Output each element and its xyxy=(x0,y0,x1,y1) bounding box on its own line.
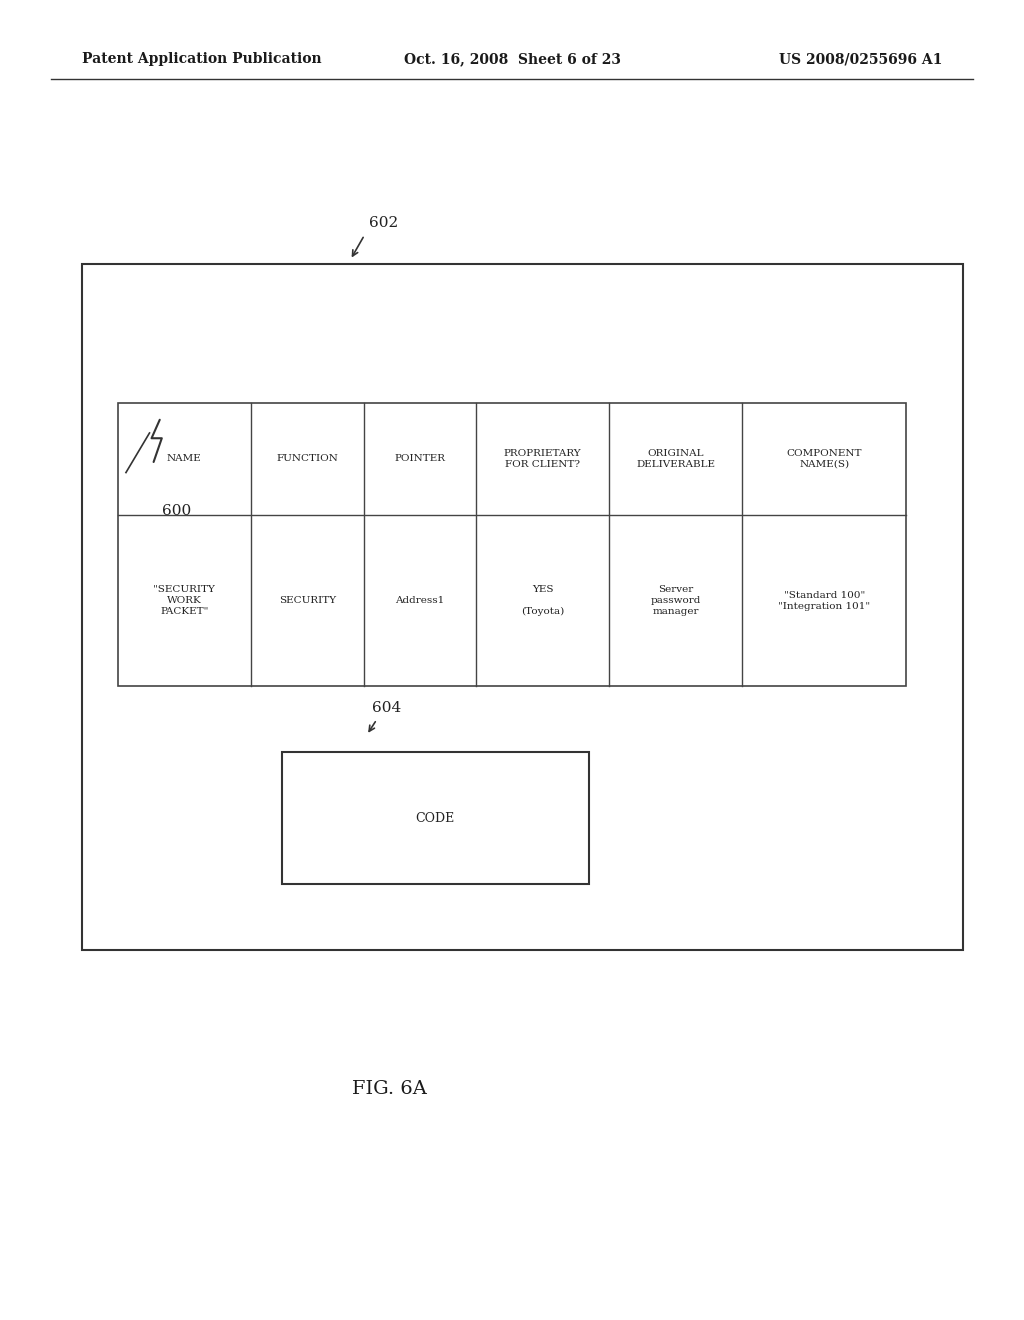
Bar xyxy=(118,403,906,686)
Text: CODE: CODE xyxy=(416,812,455,825)
Bar xyxy=(82,264,963,950)
Text: Patent Application Publication: Patent Application Publication xyxy=(82,53,322,66)
Text: FUNCTION: FUNCTION xyxy=(276,454,338,463)
Text: SECURITY: SECURITY xyxy=(279,597,336,605)
Text: FIG. 6A: FIG. 6A xyxy=(351,1080,427,1098)
Bar xyxy=(282,752,589,884)
Text: "Standard 100"
"Integration 101": "Standard 100" "Integration 101" xyxy=(778,590,870,611)
Text: COMPONENT
NAME(S): COMPONENT NAME(S) xyxy=(786,449,862,469)
Text: Server
password
manager: Server password manager xyxy=(650,585,701,616)
Text: Oct. 16, 2008  Sheet 6 of 23: Oct. 16, 2008 Sheet 6 of 23 xyxy=(403,53,621,66)
Text: PROPRIETARY
FOR CLIENT?: PROPRIETARY FOR CLIENT? xyxy=(504,449,582,469)
Text: US 2008/0255696 A1: US 2008/0255696 A1 xyxy=(778,53,942,66)
Text: "SECURITY
WORK
PACKET": "SECURITY WORK PACKET" xyxy=(154,585,215,616)
Text: NAME: NAME xyxy=(167,454,202,463)
Text: Address1: Address1 xyxy=(395,597,444,605)
Text: YES

(Toyota): YES (Toyota) xyxy=(521,585,564,616)
Text: POINTER: POINTER xyxy=(394,454,445,463)
Text: ORIGINAL
DELIVERABLE: ORIGINAL DELIVERABLE xyxy=(636,449,716,469)
Text: 604: 604 xyxy=(373,701,401,715)
Text: 602: 602 xyxy=(370,215,398,230)
Text: 600: 600 xyxy=(162,504,191,519)
